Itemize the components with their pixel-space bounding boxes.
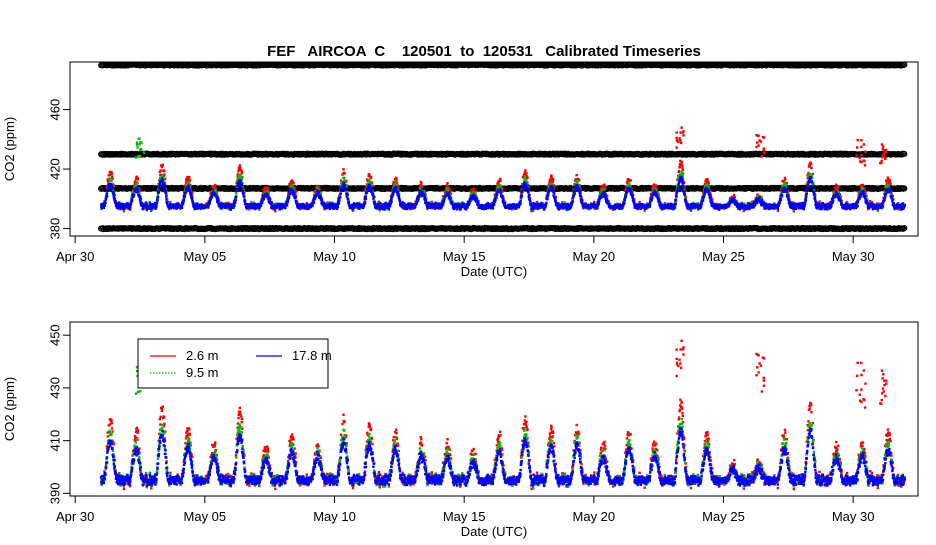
calibration-level — [99, 151, 907, 157]
data-point-s1 — [473, 188, 475, 190]
y-tick-label: 460 — [47, 99, 62, 121]
data-point-s1 — [552, 178, 554, 180]
data-point-s1 — [526, 176, 528, 178]
data-point-s1 — [159, 169, 161, 171]
plot-area — [99, 62, 907, 232]
data-point-s1 — [421, 185, 423, 187]
x-tick-label: May 20 — [573, 249, 616, 264]
plot-frame — [70, 62, 918, 236]
data-point-s1 — [629, 179, 631, 181]
data-point-s1 — [343, 172, 345, 174]
y-tick-label: 420 — [47, 158, 62, 180]
data-point-s1 — [552, 180, 554, 182]
data-point-s1 — [161, 166, 163, 168]
data-point-s1 — [733, 194, 735, 196]
data-point-s1 — [107, 180, 109, 182]
calibration-level — [99, 225, 907, 231]
data-point-s1 — [342, 168, 344, 170]
x-tick-label: May 15 — [443, 249, 486, 264]
data-point-s1 — [137, 177, 139, 179]
data-point-s1 — [690, 210, 692, 212]
data-point-s1 — [525, 172, 527, 174]
x-tick-label: May 30 — [832, 249, 875, 264]
data-point-s1 — [241, 170, 243, 172]
data-point-s1 — [708, 182, 710, 184]
data-point-s1 — [395, 179, 397, 181]
y-axis-label: CO2 (ppm) — [2, 117, 17, 181]
y-tick-label: 380 — [47, 218, 62, 240]
data-point-s1 — [681, 165, 683, 167]
data-point-s1 — [370, 176, 372, 178]
data-point-s1 — [524, 169, 526, 171]
data-point-s1 — [681, 161, 683, 163]
x-tick-label: May 10 — [313, 249, 356, 264]
x-tick-label: May 25 — [702, 249, 745, 264]
x-axis-label: Date (UTC) — [461, 264, 527, 279]
data-point-s1 — [162, 164, 164, 166]
x-tick-label: May 05 — [184, 249, 227, 264]
x-tick-label: Apr 30 — [56, 249, 94, 264]
data-point-s1 — [188, 176, 190, 178]
data-point-s1 — [274, 210, 276, 212]
data-point-s1 — [575, 174, 577, 176]
data-point-s1 — [706, 180, 708, 182]
data-point-s1 — [446, 184, 448, 186]
data-point-s1 — [111, 173, 113, 175]
data-point-s1 — [678, 170, 680, 172]
calibration-level — [99, 62, 907, 68]
data-point-s1 — [550, 175, 552, 177]
chart-title: FEF AIRCOA C 120501 to 120531 Calibrated… — [267, 43, 701, 60]
data-point-s1 — [163, 170, 165, 172]
top-panel: Apr 30 May 05 May 10 May 15 May 20 May 25 May … — [2, 62, 918, 279]
data-point-s1 — [448, 188, 450, 190]
data-point-s1 — [499, 178, 501, 180]
data-point-s1 — [214, 184, 216, 186]
data-point-s1 — [239, 164, 241, 166]
data-point-s1 — [499, 180, 501, 182]
data-point-s1 — [420, 182, 422, 184]
data-point-s1 — [446, 182, 448, 184]
data-point-s1 — [603, 183, 605, 185]
data-point-s1 — [638, 201, 640, 203]
data-point-s1 — [655, 184, 657, 186]
data-point-s1 — [292, 182, 294, 184]
